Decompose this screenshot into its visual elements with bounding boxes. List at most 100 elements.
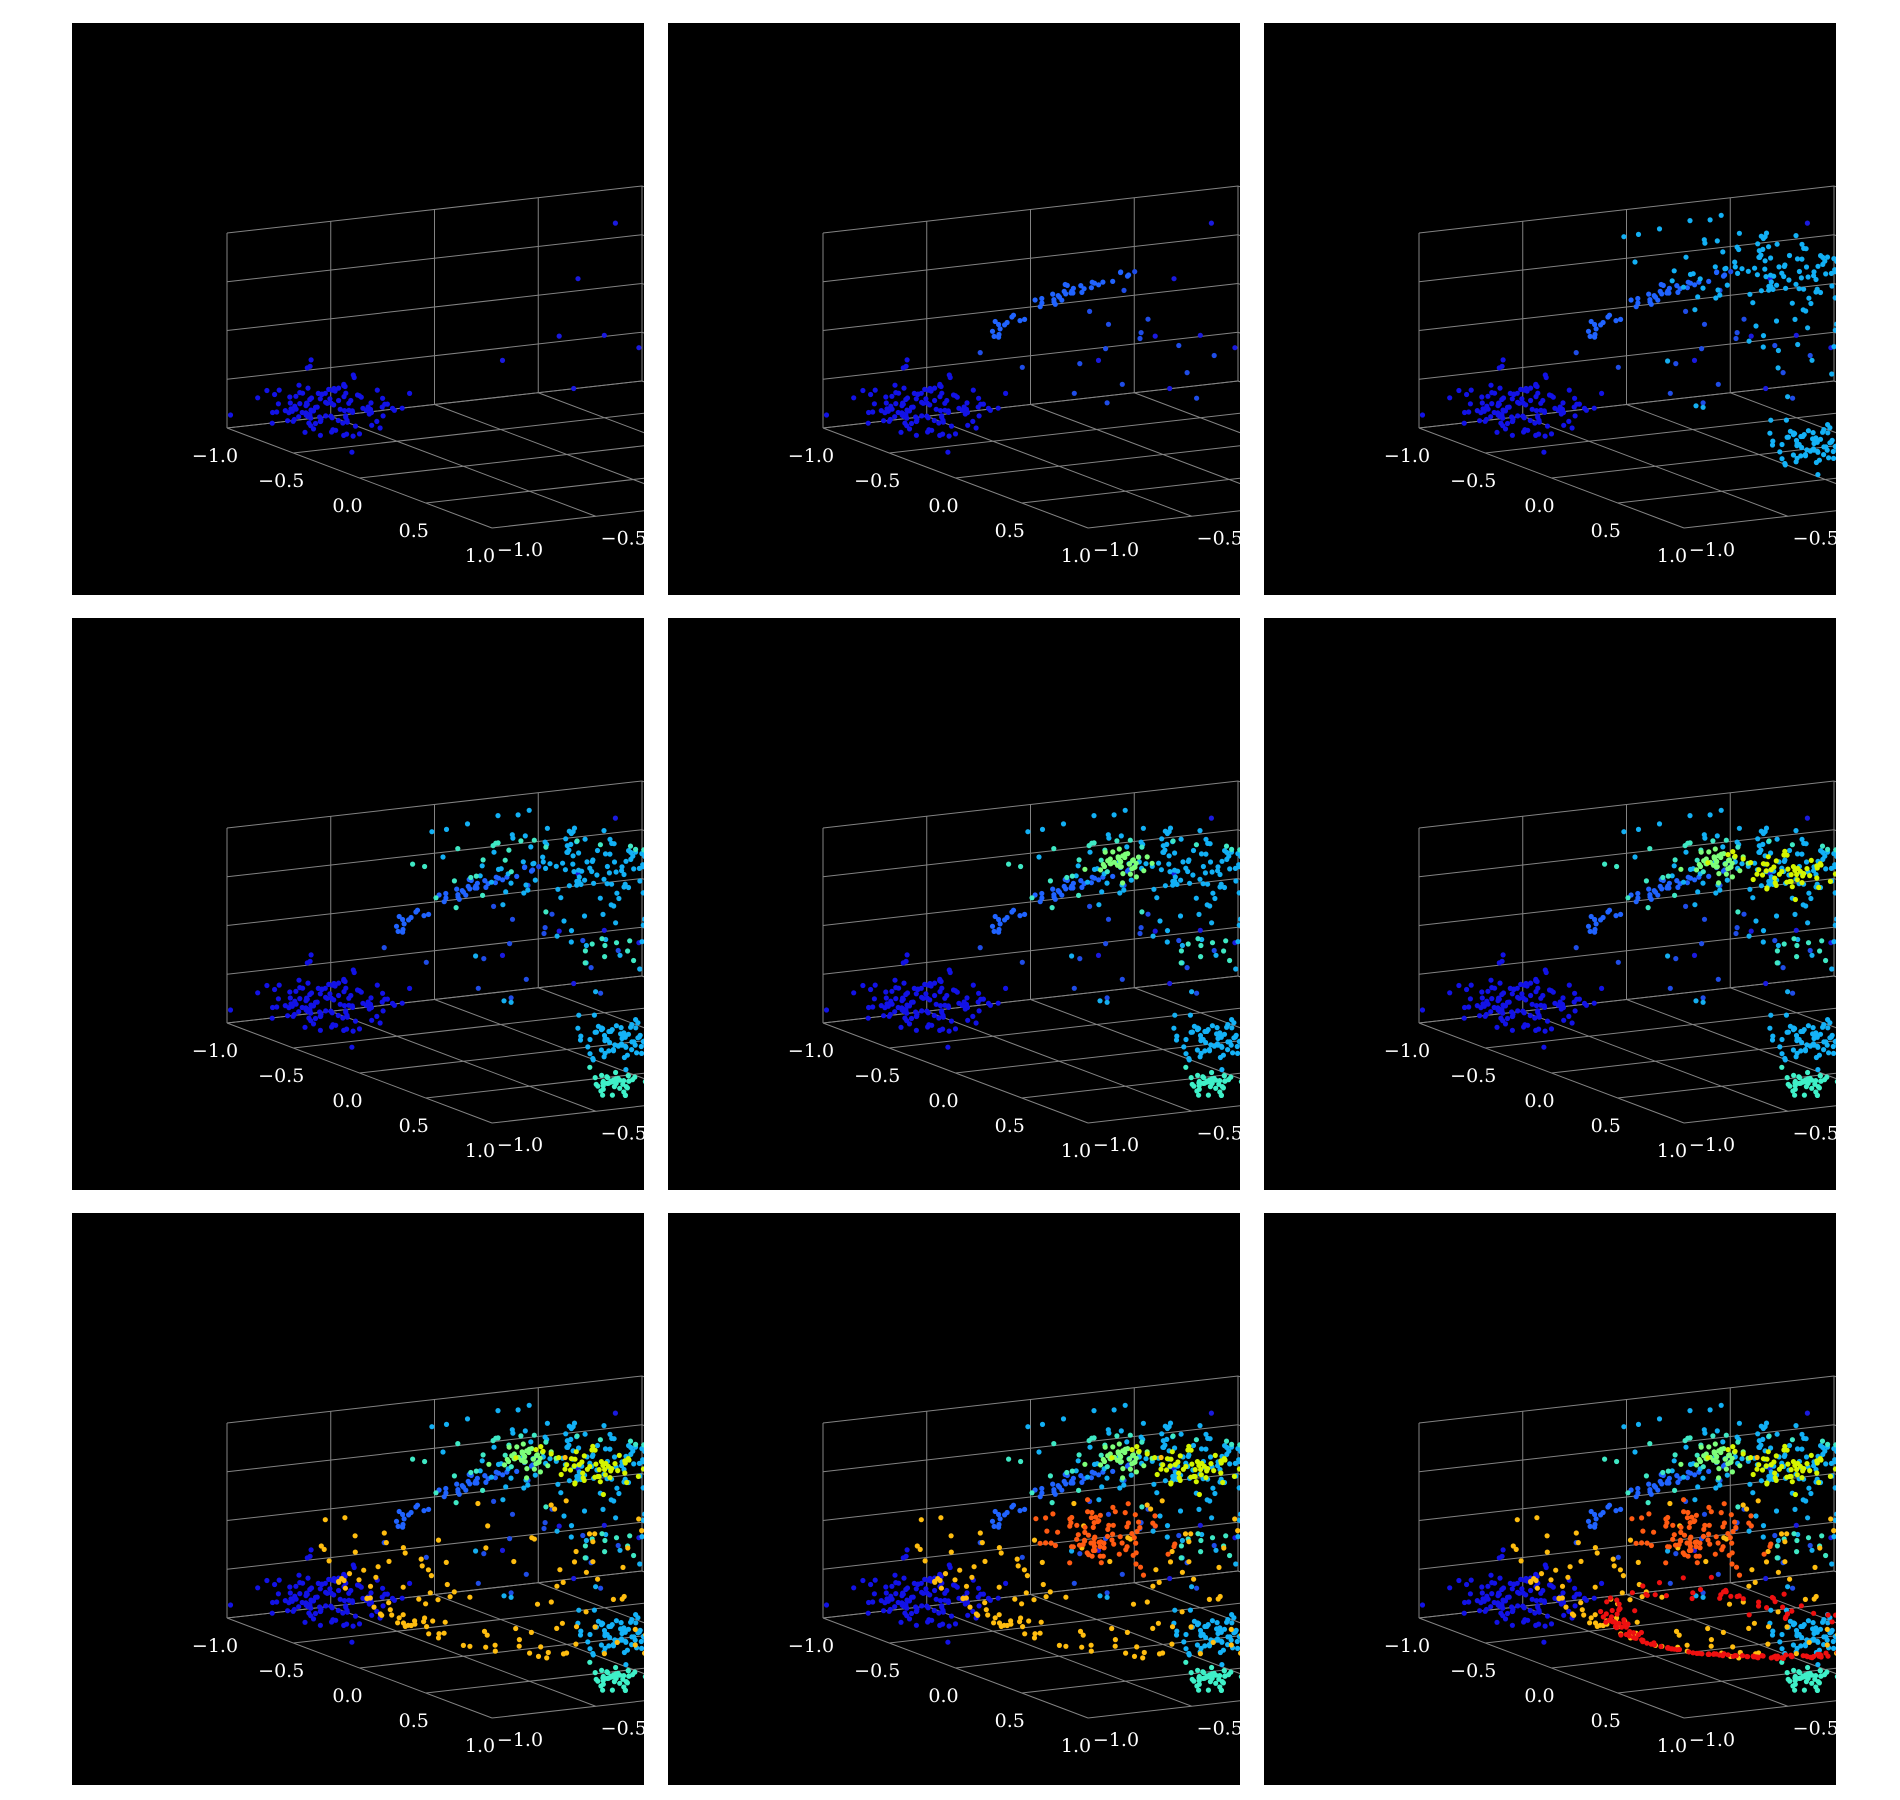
- data-point: [306, 1015, 312, 1021]
- data-point: [1734, 925, 1740, 931]
- data-point: [352, 1613, 359, 1619]
- data-point: [635, 1473, 642, 1479]
- data-point: [532, 1472, 538, 1478]
- data-point: [296, 977, 302, 983]
- data-point: [556, 928, 562, 934]
- data-point: [1750, 300, 1756, 306]
- data-point: [306, 420, 312, 426]
- data-point: [1786, 252, 1793, 259]
- data-point: [499, 357, 506, 363]
- data-point: [1740, 856, 1746, 862]
- data-point: [1779, 1051, 1785, 1057]
- data-point: [1139, 1504, 1145, 1510]
- data-point: [341, 978, 347, 984]
- data-point: [1154, 895, 1160, 901]
- data-point: [1685, 279, 1691, 285]
- data-point: [1235, 1446, 1240, 1452]
- data-point: [1777, 1044, 1783, 1050]
- data-point: [1592, 916, 1598, 923]
- data-point: [559, 1620, 565, 1626]
- data-point: [1535, 414, 1541, 420]
- data-point: [1198, 1472, 1204, 1478]
- data-point: [1059, 892, 1065, 898]
- data-point: [1600, 319, 1606, 326]
- data-point: [940, 1026, 946, 1032]
- gridline: [822, 234, 1239, 283]
- data-point: [1174, 881, 1180, 887]
- data-point: [1038, 1619, 1044, 1625]
- data-point: [374, 982, 380, 988]
- x-tick-label: 0.0: [1524, 1090, 1554, 1112]
- data-point: [945, 449, 951, 455]
- data-point: [1511, 986, 1517, 992]
- data-point: [1780, 370, 1786, 376]
- data-point: [477, 1468, 483, 1474]
- data-point: [468, 874, 474, 881]
- data-point: [1145, 911, 1151, 917]
- data-point: [549, 911, 555, 917]
- data-point: [1501, 407, 1507, 414]
- gridline: [822, 1375, 1239, 1424]
- data-point: [1811, 1035, 1817, 1042]
- data-point: [380, 1008, 386, 1014]
- points: [227, 220, 642, 455]
- data-point: [1557, 404, 1563, 410]
- data-point: [592, 1075, 598, 1081]
- data-point: [1754, 871, 1760, 877]
- data-point: [585, 1044, 591, 1050]
- data-point: [1185, 941, 1191, 947]
- data-point: [1635, 826, 1642, 832]
- data-point: [1572, 1008, 1578, 1014]
- data-point: [1825, 846, 1831, 852]
- gridline: [822, 878, 1239, 926]
- data-point: [1809, 952, 1815, 958]
- data-point: [1069, 953, 1075, 959]
- data-point: [591, 880, 597, 886]
- data-point: [304, 400, 310, 406]
- data-point: [1167, 825, 1174, 831]
- data-point: [901, 980, 907, 986]
- data-point: [1018, 863, 1024, 870]
- data-point: [360, 405, 366, 411]
- data-point: [1592, 331, 1598, 338]
- data-point: [401, 1516, 407, 1522]
- data-point: [481, 956, 487, 962]
- data-point: [1536, 1026, 1542, 1032]
- data-point: [1697, 276, 1703, 282]
- data-point: [883, 1584, 889, 1590]
- data-point: [1170, 1433, 1176, 1439]
- data-point: [456, 896, 462, 902]
- data-point: [923, 991, 929, 997]
- data-point: [287, 394, 293, 400]
- data-point: [1235, 939, 1240, 945]
- data-point: [581, 1508, 588, 1514]
- data-point: [514, 1468, 520, 1474]
- data-point: [611, 1679, 618, 1685]
- data-point: [1729, 860, 1735, 866]
- data-point: [1006, 861, 1012, 867]
- data-point: [1209, 1664, 1215, 1671]
- data-point: [540, 854, 546, 860]
- data-point: [925, 415, 931, 421]
- data-point: [290, 1608, 296, 1614]
- data-point: [1110, 849, 1116, 855]
- data-point: [1591, 405, 1597, 411]
- data-point: [1215, 1035, 1221, 1042]
- data-point: [1635, 295, 1641, 302]
- data-point: [1211, 1043, 1217, 1049]
- data-point: [1666, 285, 1672, 291]
- data-point: [932, 992, 938, 999]
- data-point: [590, 1443, 596, 1449]
- data-point: [607, 1475, 613, 1481]
- data-point: [1177, 913, 1184, 919]
- data-point: [1018, 1458, 1024, 1465]
- data-point: [1236, 1038, 1240, 1045]
- scatter3d-panel-4: −1.0−0.50.00.51.0−1.0−0.50.00.51.0−1.0−0…: [72, 618, 644, 1190]
- data-point: [1789, 300, 1795, 306]
- data-point: [942, 1571, 949, 1577]
- tick-labels: −1.0−0.50.00.51.0−1.0−0.50.00.51.0−1.0−0…: [192, 445, 644, 567]
- data-point: [1212, 1490, 1218, 1497]
- data-point: [564, 1444, 570, 1450]
- data-point: [1215, 868, 1221, 874]
- data-point: [1674, 878, 1680, 884]
